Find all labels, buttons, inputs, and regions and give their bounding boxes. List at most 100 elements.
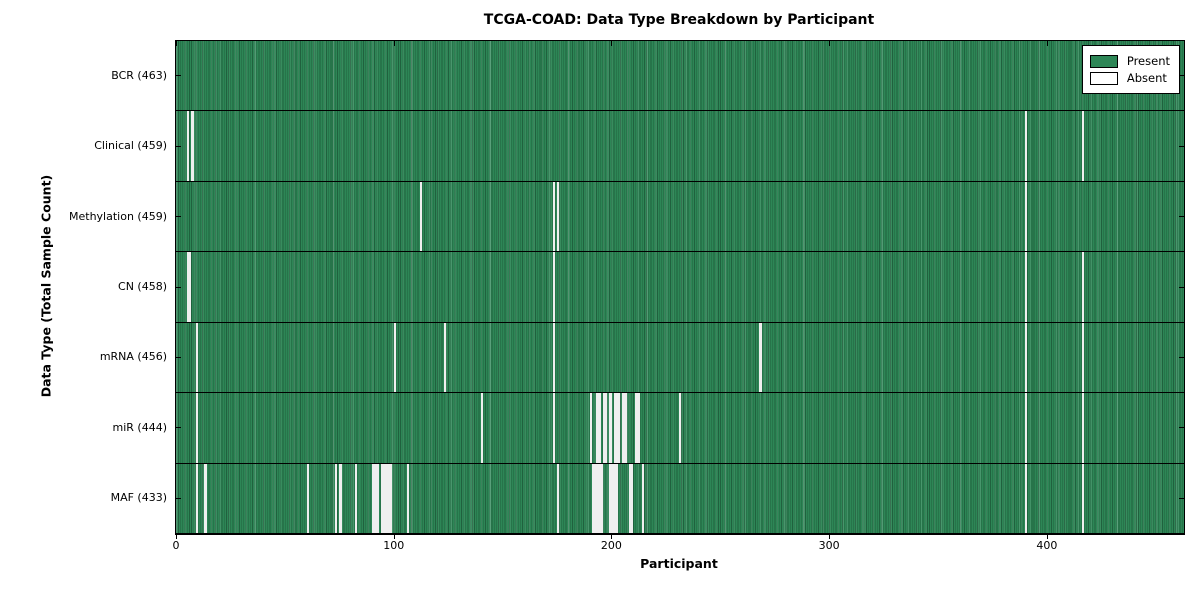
absent-stripe [1081, 322, 1085, 393]
x-tick-mark [611, 41, 613, 46]
x-tick-mark [1046, 534, 1048, 539]
absent-stripe [339, 463, 342, 533]
absent-stripe [609, 393, 612, 463]
row-band-mir [176, 393, 1184, 464]
absent-stripe [552, 322, 556, 393]
absent-stripe [622, 393, 625, 463]
y-tick-mark [176, 286, 181, 288]
y-tick-mark [176, 145, 181, 147]
absent-stripe [195, 322, 198, 393]
legend-entry-absent: Absent [1089, 71, 1170, 85]
absent-stripe [613, 463, 616, 533]
absent-stripe [609, 463, 612, 533]
absent-stripe [354, 463, 357, 533]
absent-stripe [552, 393, 556, 463]
legend-entry-present: Present [1089, 54, 1170, 68]
absent-stripe [1025, 181, 1028, 252]
y-tick-label-clinical: Clinical (459) [94, 139, 167, 153]
y-tick-label-methylation: Methylation (459) [69, 209, 167, 223]
absent-stripe [406, 463, 410, 533]
absent-stripe [189, 252, 192, 322]
absent-stripe [380, 463, 384, 533]
x-tick-label: 400 [1036, 539, 1058, 552]
absent-stripe [678, 393, 682, 463]
absent-stripe [604, 393, 608, 463]
y-tick-mark [176, 356, 181, 358]
row-band-methylation [176, 181, 1184, 253]
y-tick-label-cn: CN (458) [118, 280, 167, 293]
x-tick-mark [393, 534, 395, 539]
x-axis-label: Participant [640, 556, 718, 571]
absent-stripe [195, 393, 198, 463]
y-tick-mark [1179, 216, 1184, 218]
absent-stripe [204, 463, 207, 533]
absent-stripe [600, 463, 603, 533]
row-band-bcr [176, 41, 1184, 112]
y-tick-mark [176, 75, 181, 77]
absent-stripe [602, 393, 606, 463]
absent-stripe [387, 463, 390, 533]
absent-stripe [1025, 463, 1028, 533]
absent-stripe [480, 393, 484, 463]
y-tick-mark [1179, 427, 1184, 429]
absent-stripe [1025, 322, 1028, 393]
absent-stripe [195, 463, 198, 533]
plot-area: Present Absent [175, 40, 1185, 535]
absent-stripe [611, 463, 614, 533]
y-tick-mark [1179, 75, 1184, 77]
absent-stripe [624, 393, 627, 463]
absent-stripe [306, 463, 310, 533]
row-band-clinical [176, 111, 1184, 182]
absent-stripe [598, 463, 601, 533]
x-tick-mark [829, 534, 831, 539]
absent-stripe [382, 463, 386, 533]
y-tick-mark [1179, 497, 1184, 499]
row-band-cn [176, 252, 1184, 323]
absent-stripe [443, 322, 447, 393]
x-tick-mark [611, 534, 613, 539]
absent-stripe [631, 463, 634, 533]
absent-stripe [1081, 393, 1085, 463]
absent-stripe [556, 181, 560, 252]
chart-title: TCGA-COAD: Data Type Breakdown by Partic… [483, 12, 875, 28]
y-tick-mark [1179, 356, 1184, 358]
x-tick-mark [176, 534, 177, 539]
y-tick-label-mrna: mRNA (456) [99, 350, 167, 364]
absent-stripe [635, 393, 638, 463]
absent-stripe [596, 393, 599, 463]
absent-stripe [191, 111, 194, 181]
absent-stripe [613, 393, 616, 463]
absent-stripe [389, 463, 392, 533]
absent-stripe [615, 463, 619, 533]
absent-stripe [419, 181, 423, 252]
legend-present-label: Present [1126, 54, 1170, 68]
absent-stripe [1081, 252, 1085, 322]
absent-stripe [759, 322, 762, 393]
absent-stripe [596, 463, 599, 533]
absent-stripe [641, 463, 645, 533]
absent-stripe [594, 463, 597, 533]
absent-stripe [1081, 111, 1085, 181]
absent-stripe [552, 181, 556, 252]
absent-stripe [376, 463, 379, 533]
x-tick-mark [393, 41, 395, 46]
x-tick-label: 100 [383, 539, 405, 552]
y-tick-mark [176, 216, 181, 218]
absent-stripe [637, 393, 640, 463]
x-tick-label: 200 [600, 539, 622, 552]
absent-stripe [385, 463, 388, 533]
x-tick-label: 300 [818, 539, 840, 552]
x-tick-mark [829, 41, 831, 46]
x-tick-mark [1046, 41, 1048, 46]
present-swatch-icon [1089, 54, 1118, 68]
x-tick-label: 0 [172, 539, 180, 552]
absent-stripe [598, 393, 601, 463]
absent-stripe [591, 463, 595, 533]
absent-swatch-icon [1089, 71, 1118, 85]
absent-stripe [393, 322, 397, 393]
absent-stripe [617, 393, 621, 463]
absent-stripe [615, 393, 619, 463]
y-tick-label-maf: MAF (433) [110, 491, 167, 505]
x-tick-mark [176, 41, 177, 46]
absent-stripe [334, 463, 338, 533]
